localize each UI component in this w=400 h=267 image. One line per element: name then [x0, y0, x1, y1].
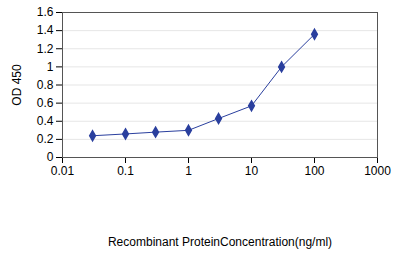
- svg-text:0.01: 0.01: [51, 164, 75, 178]
- svg-text:100: 100: [304, 164, 324, 178]
- svg-text:1.4: 1.4: [37, 23, 54, 37]
- svg-text:0.8: 0.8: [37, 78, 54, 92]
- svg-text:0.4: 0.4: [37, 114, 54, 128]
- svg-text:1: 1: [47, 60, 54, 74]
- svg-text:0.1: 0.1: [117, 164, 134, 178]
- svg-text:1: 1: [185, 164, 192, 178]
- svg-text:1.6: 1.6: [37, 5, 54, 19]
- svg-text:0.6: 0.6: [37, 96, 54, 110]
- svg-text:Recombinant ProteinConcentrati: Recombinant ProteinConcentration(ng/ml): [108, 235, 332, 249]
- svg-text:1000: 1000: [364, 164, 391, 178]
- svg-text:1.2: 1.2: [37, 42, 54, 56]
- svg-text:0: 0: [47, 150, 54, 164]
- svg-text:OD 450: OD 450: [10, 64, 24, 106]
- svg-text:10: 10: [245, 164, 259, 178]
- svg-text:0.2: 0.2: [37, 132, 54, 146]
